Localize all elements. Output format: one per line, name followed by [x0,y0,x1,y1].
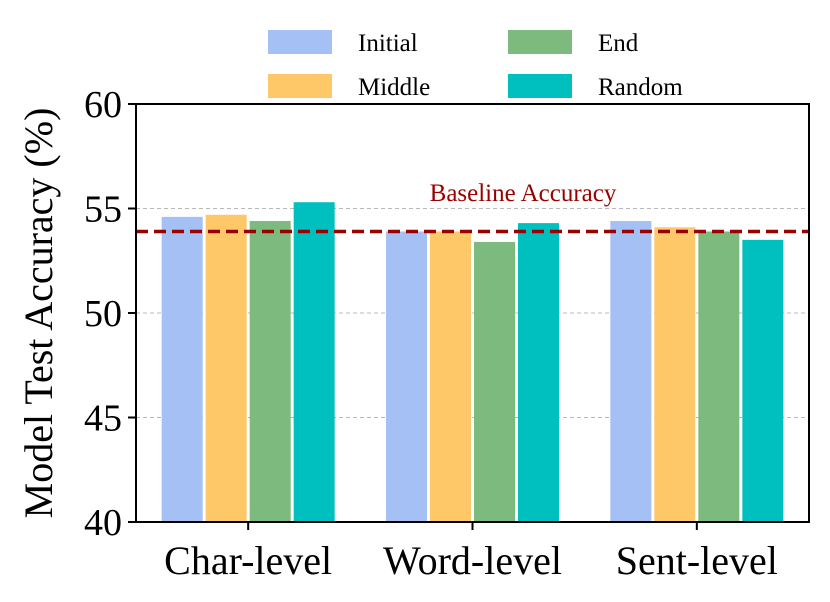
bars-group [161,202,784,523]
x-tick-label: Sent-level [616,538,778,583]
y-axis-title: Model Test Accuracy (%) [16,108,61,519]
baseline-label: Baseline Accuracy [430,180,617,207]
legend-swatch-initial [268,30,332,54]
legend-swatch-random [508,74,572,98]
x-tick-label: Word-level [383,538,562,583]
x-axis: Char-level Word-level Sent-level [164,522,778,583]
y-tick-label: 60 [84,84,122,126]
bar-initial-sent-level [610,221,652,523]
bar-end-sent-level [698,231,740,523]
x-tick-label: Char-level [164,538,332,583]
legend-label-end: End [598,30,639,57]
legend-label-middle: Middle [358,74,430,101]
y-axis: 40 45 50 55 60 [84,84,136,544]
bar-middle-char-level [205,214,247,522]
grid-lines [136,208,809,418]
legend: Initial Middle End Random [268,30,683,101]
y-tick-label: 40 [84,502,122,544]
legend-label-initial: Initial [358,30,418,57]
bar-initial-char-level [161,216,203,523]
bar-middle-sent-level [654,227,696,522]
bar-middle-word-level [430,231,471,523]
y-tick-label: 55 [84,189,122,231]
bar-end-word-level [474,241,515,522]
bar-random-word-level [518,223,559,522]
y-tick-label: 50 [84,293,122,335]
bar-random-char-level [293,202,335,523]
bar-initial-word-level [386,231,427,523]
legend-swatch-end [508,30,572,54]
y-tick-label: 45 [84,398,122,440]
bar-random-sent-level [742,239,784,522]
baseline-group: Baseline Accuracy [136,180,809,234]
legend-swatch-middle [268,74,332,98]
bar-end-char-level [249,221,291,523]
legend-label-random: Random [598,74,683,101]
